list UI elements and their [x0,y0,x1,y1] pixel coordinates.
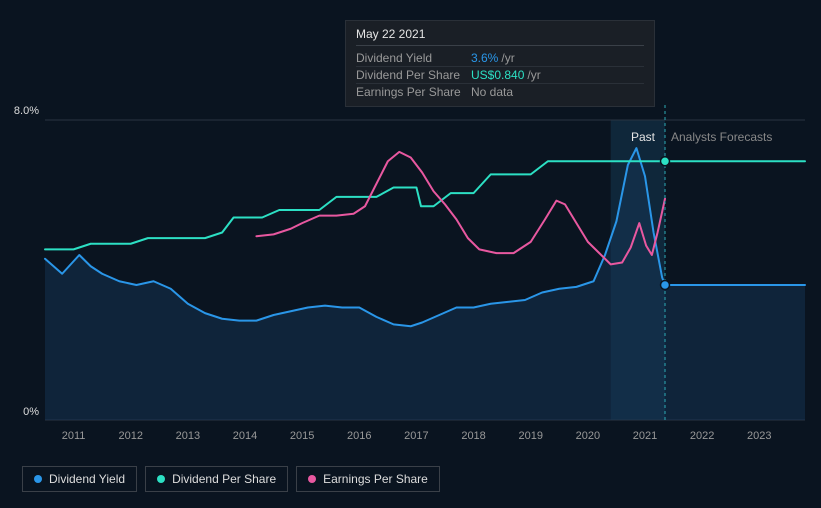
dividend-chart: 8.0% 0% Past Analysts Forecasts 2011 2012… [0,0,821,508]
tooltip-date: May 22 2021 [356,27,644,46]
tooltip-row: Earnings Per ShareNo data [356,84,644,100]
x-axis-tick: 2018 [461,430,485,442]
x-axis-tick: 2014 [233,430,257,442]
x-axis-tick: 2021 [633,430,657,442]
tooltip-row-value: US$0.840 [471,68,524,82]
tooltip-row-value: 3.6% [471,51,498,65]
legend-item[interactable]: Earnings Per Share [296,466,440,492]
tooltip-row-label: Dividend Yield [356,51,471,65]
x-axis-tick: 2017 [404,430,428,442]
x-axis-tick: 2012 [118,430,142,442]
x-axis-tick: 2020 [576,430,600,442]
legend-swatch [157,475,165,483]
tooltip-row-label: Earnings Per Share [356,85,471,99]
tooltip-row: Dividend Yield3.6%/yr [356,50,644,67]
tooltip-row-label: Dividend Per Share [356,68,471,82]
x-axis-tick: 2016 [347,430,371,442]
legend-label: Dividend Yield [49,472,125,486]
tooltip-row-suffix: /yr [501,51,514,65]
x-axis-tick: 2023 [747,430,771,442]
legend: Dividend Yield Dividend Per Share Earnings… [22,466,440,492]
x-axis-tick: 2015 [290,430,314,442]
chart-tooltip: May 22 2021 Dividend Yield3.6%/yrDividen… [345,20,655,107]
y-axis-min: 0% [23,406,39,418]
x-axis-tick: 2013 [176,430,200,442]
legend-swatch [34,475,42,483]
legend-label: Dividend Per Share [172,472,276,486]
tooltip-row: Dividend Per ShareUS$0.840/yr [356,67,644,84]
y-axis-max: 8.0% [14,105,39,117]
legend-item[interactable]: Dividend Per Share [145,466,288,492]
legend-swatch [308,475,316,483]
x-axis-tick: 2011 [62,430,86,442]
legend-item[interactable]: Dividend Yield [22,466,137,492]
tooltip-row-value: No data [471,85,513,99]
x-axis-labels: 2011 2012 2013 2014 2015 2016 2017 2018 2019 2020… [0,430,821,450]
legend-label: Earnings Per Share [323,472,428,486]
x-axis-tick: 2022 [690,430,714,442]
x-axis-tick: 2019 [518,430,542,442]
forecast-region-label: Analysts Forecasts [671,130,772,144]
past-region-label: Past [631,130,655,144]
tooltip-row-suffix: /yr [527,68,540,82]
